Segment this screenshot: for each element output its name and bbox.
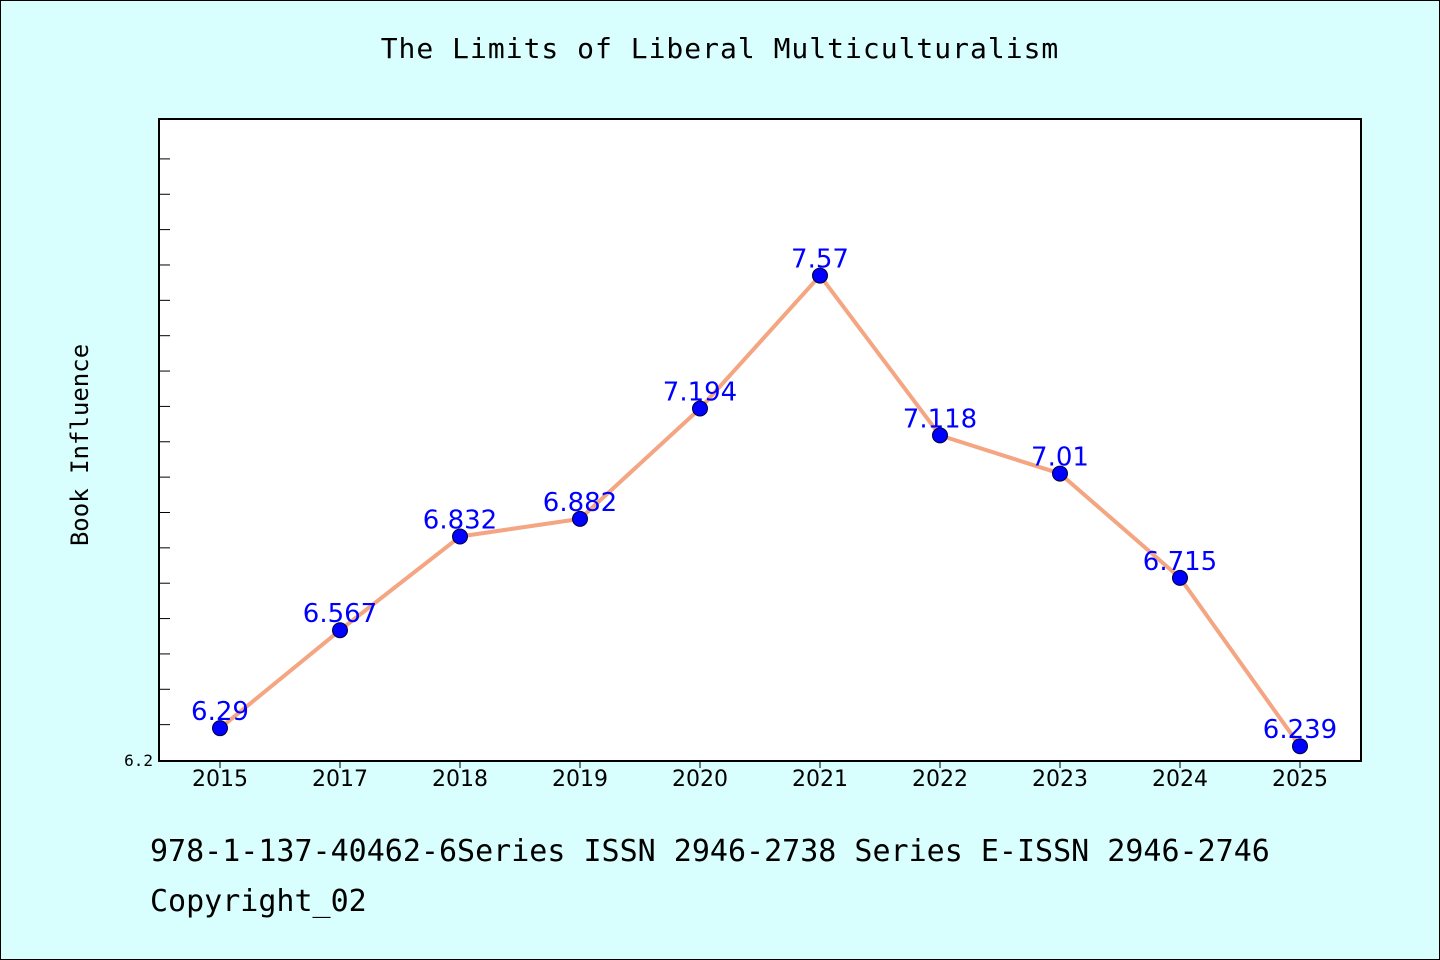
data-label: 6.239: [1263, 715, 1337, 745]
y-tick-label: 6.2: [124, 751, 153, 770]
x-tick-label: 2015: [192, 767, 248, 792]
data-point: [572, 510, 588, 527]
data-point: [212, 720, 228, 737]
y-axis-ticks: 6.2: [124, 158, 170, 770]
x-tick-label: 2023: [1032, 767, 1088, 792]
footer-isbn-issn: 978-1-137-40462-6Series ISSN 2946-2738 S…: [150, 834, 1270, 869]
data-label: 6.832: [423, 506, 497, 536]
x-tick-label: 2024: [1152, 767, 1208, 792]
data-point: [1172, 569, 1188, 586]
plot-area: [158, 118, 1362, 762]
x-tick-label: 2020: [672, 767, 728, 792]
data-point: [812, 267, 828, 284]
data-point: [332, 622, 348, 639]
x-tick-label: 2019: [552, 767, 608, 792]
data-point: [692, 400, 708, 417]
data-label: 6.715: [1143, 547, 1217, 577]
data-label: 6.882: [543, 488, 617, 518]
x-axis-ticks: 2015 2017 2018 2019 2020 2021 2022 2023 2024 2025: [192, 760, 1328, 792]
data-point: [452, 528, 468, 545]
data-label: 7.57: [791, 245, 849, 275]
chart-title: The Limits of Liberal Multiculturalism: [380, 32, 1060, 65]
data-label: 6.567: [303, 599, 377, 629]
x-tick-label: 2022: [912, 767, 968, 792]
data-labels: 6.29 6.567 6.832 6.882 7.194 7.57 7.118 7.01 6.7…: [191, 245, 1337, 746]
x-tick-label: 2017: [312, 767, 368, 792]
data-point: [1292, 738, 1308, 755]
footer-copyright: Copyright_02: [150, 884, 367, 919]
x-tick-label: 2018: [432, 767, 488, 792]
data-label: 7.01: [1031, 443, 1089, 473]
series-line: [218, 273, 1302, 748]
x-tick-label: 2021: [792, 767, 848, 792]
x-tick-label: 2025: [1272, 767, 1328, 792]
data-point: [1052, 465, 1068, 482]
data-label: 7.118: [903, 404, 977, 434]
data-point: [932, 427, 948, 444]
series-markers: [212, 267, 1308, 755]
data-label: 6.29: [191, 697, 249, 727]
data-label: 7.194: [663, 378, 737, 408]
